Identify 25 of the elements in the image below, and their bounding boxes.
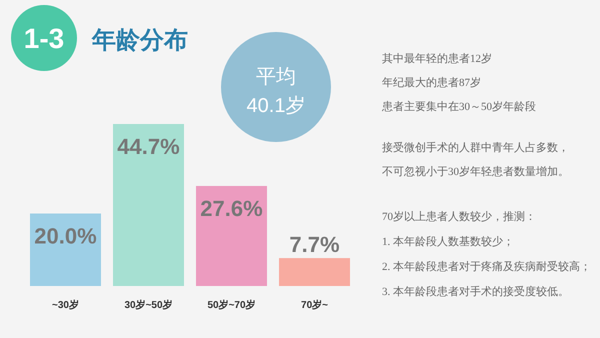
text: 1. 本年龄段人数基数较少； (382, 235, 514, 248)
text: 接受微创手术的人群中青年人占多数， (382, 141, 569, 154)
text: 1-3 (24, 23, 64, 54)
chart-title: 年龄分布 (91, 27, 188, 54)
text: 2. 本年龄段患者对于疼痛及疾病耐受较高； (382, 260, 591, 273)
x-tick-label: 30岁~50岁 (124, 299, 173, 311)
text: 40.1岁 (246, 95, 306, 117)
x-tick-label: 50岁~70岁 (207, 299, 256, 311)
text: 其中最年轻的患者12岁 (382, 52, 492, 65)
bar (30, 214, 101, 286)
text: 平均 (256, 66, 296, 88)
text: 不可忽视小于30岁年轻患者数量增加。 (382, 165, 569, 178)
text: 70岁以上患者人数较少，推测： (382, 210, 536, 223)
data-label: 44.7% (117, 134, 180, 159)
bar (113, 124, 184, 286)
x-tick-label: 70岁~ (301, 299, 328, 311)
data-label: 20.0% (34, 224, 97, 249)
bar (196, 186, 267, 286)
text: 年纪最大的患者87岁 (382, 76, 481, 89)
text: 3. 本年龄段患者对手术的接受度较低。 (382, 285, 569, 298)
text: 患者主要集中在30～50岁年龄段 (381, 100, 536, 113)
data-label: 7.7% (289, 232, 340, 258)
x-tick-label: ~30岁 (52, 299, 79, 311)
data-label: 27.6% (200, 196, 263, 221)
bar (279, 258, 350, 286)
